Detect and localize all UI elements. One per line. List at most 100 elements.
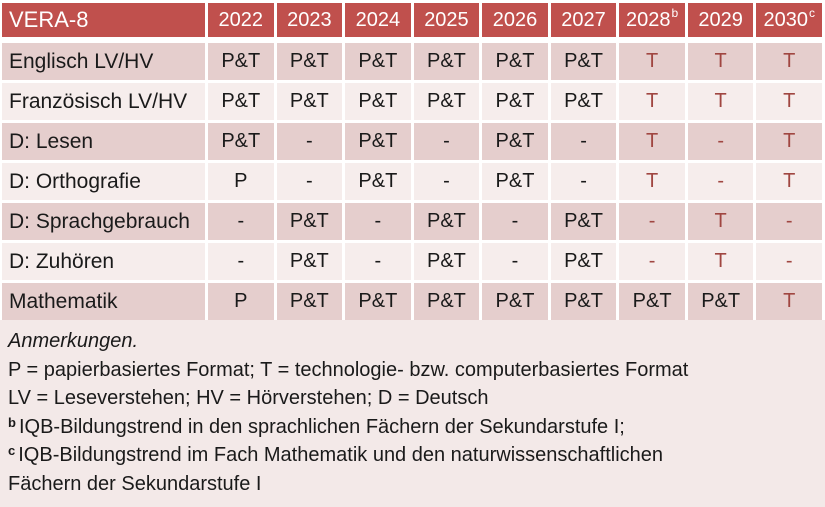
year-header-2026: 2026 bbox=[482, 3, 548, 37]
format-cell: P&T bbox=[276, 203, 343, 240]
format-cell: P&T bbox=[208, 123, 274, 160]
format-cell: P&T bbox=[413, 203, 480, 240]
year-label: 2027 bbox=[561, 8, 606, 31]
format-cell: - bbox=[482, 243, 548, 280]
format-cell: - bbox=[276, 123, 343, 160]
row-label: Englisch LV/HV bbox=[2, 43, 205, 80]
format-cell: - bbox=[687, 163, 754, 200]
format-cell: - bbox=[345, 203, 411, 240]
note-text: IQB-Bildungstrend im Fach Mathematik und… bbox=[18, 444, 663, 466]
year-header-2028: 2028 b bbox=[619, 3, 685, 37]
row-label: D: Lesen bbox=[2, 123, 205, 160]
year-label: 2023 bbox=[287, 8, 332, 31]
format-cell: P&T bbox=[345, 283, 411, 320]
year-label: 2029 bbox=[698, 8, 743, 31]
vera8-table: VERA-8 2022 2023 2024 2025 2026 2027 2028 b 2029… bbox=[2, 3, 822, 320]
year-label: 2025 bbox=[424, 8, 469, 31]
format-cell: - bbox=[276, 163, 343, 200]
format-cell: T bbox=[619, 123, 685, 160]
format-cell: - bbox=[550, 123, 617, 160]
format-cell: P bbox=[208, 283, 274, 320]
format-cell: P&T bbox=[208, 83, 274, 120]
format-cell: P&T bbox=[482, 123, 548, 160]
row-label: Mathematik bbox=[2, 283, 205, 320]
format-cell: P&T bbox=[550, 243, 617, 280]
notes-section: Anmerkungen. P = papierbasiertes Format; … bbox=[0, 320, 825, 507]
format-cell: P&T bbox=[345, 163, 411, 200]
format-cell: P&T bbox=[413, 243, 480, 280]
format-cell: T bbox=[756, 43, 822, 80]
year-header-2029: 2029 bbox=[687, 3, 754, 37]
format-cell: - bbox=[756, 243, 822, 280]
format-cell: P&T bbox=[482, 283, 548, 320]
format-cell: P bbox=[208, 163, 274, 200]
year-label: 2030 bbox=[763, 8, 808, 31]
format-cell: T bbox=[756, 123, 822, 160]
note-text: Fächern der Sekundarstufe I bbox=[8, 472, 262, 495]
format-cell: P&T bbox=[276, 283, 343, 320]
format-cell: T bbox=[756, 83, 822, 120]
note-text: IQB-Bildungstrend in den sprachlichen Fä… bbox=[18, 415, 625, 438]
note-line: Fächern der Sekundarstufe I bbox=[8, 470, 813, 499]
note-text: P = papierbasiertes Format; T = technolo… bbox=[8, 358, 689, 381]
format-cell: P&T bbox=[413, 43, 480, 80]
format-cell: P&T bbox=[482, 163, 548, 200]
format-cell: T bbox=[619, 83, 685, 120]
year-label: 2022 bbox=[218, 8, 264, 31]
format-cell: T bbox=[687, 203, 754, 240]
row-label: Französisch LV/HV bbox=[2, 83, 205, 120]
format-cell: P&T bbox=[276, 43, 343, 80]
year-header-2023: 2023 bbox=[276, 3, 343, 37]
table-title: VERA-8 bbox=[2, 3, 205, 37]
note-line: Anmerkungen. bbox=[8, 327, 813, 356]
year-label: 2026 bbox=[492, 8, 538, 31]
note-text: Anmerkungen. bbox=[8, 330, 139, 352]
format-cell: T bbox=[619, 43, 685, 80]
note-line: b IQB-Bildungstrend in den sprachlichen F… bbox=[8, 413, 813, 442]
format-cell: - bbox=[550, 163, 617, 200]
year-footnote-marker: b bbox=[671, 6, 679, 20]
format-cell: - bbox=[687, 123, 754, 160]
year-footnote-marker: c bbox=[808, 6, 815, 20]
note-line: P = papierbasiertes Format; T = technolo… bbox=[8, 356, 813, 385]
year-header-2027: 2027 bbox=[550, 3, 617, 37]
format-cell: P&T bbox=[345, 123, 411, 160]
format-cell: T bbox=[756, 283, 822, 320]
format-cell: T bbox=[687, 83, 754, 120]
year-header-2024: 2024 bbox=[345, 3, 411, 37]
format-cell: T bbox=[619, 163, 685, 200]
format-cell: P&T bbox=[619, 283, 685, 320]
format-cell: - bbox=[482, 203, 548, 240]
year-header-2022: 2022 bbox=[208, 3, 274, 37]
format-cell: P&T bbox=[345, 43, 411, 80]
format-cell: P&T bbox=[550, 203, 617, 240]
row-label: D: Zuhören bbox=[2, 243, 205, 280]
format-cell: P&T bbox=[482, 43, 548, 80]
format-cell: P&T bbox=[208, 43, 274, 80]
format-cell: P&T bbox=[413, 83, 480, 120]
format-cell: P&T bbox=[413, 283, 480, 320]
year-label: 2028 bbox=[626, 8, 671, 31]
row-label: D: Orthografie bbox=[2, 163, 205, 200]
format-cell: P&T bbox=[550, 43, 617, 80]
year-header-2030: 2030 c bbox=[756, 3, 822, 37]
note-line: c IQB-Bildungstrend im Fach Mathematik un… bbox=[8, 441, 813, 470]
format-cell: - bbox=[413, 123, 480, 160]
format-cell: - bbox=[756, 203, 822, 240]
note-text: LV = Leseverstehen; HV = Hörverstehen; D… bbox=[8, 387, 489, 409]
year-header-2025: 2025 bbox=[413, 3, 480, 37]
format-cell: P&T bbox=[276, 83, 343, 120]
format-cell: - bbox=[619, 243, 685, 280]
note-footnote-marker: c bbox=[8, 443, 16, 458]
note-line: LV = Leseverstehen; HV = Hörverstehen; D… bbox=[8, 384, 813, 413]
format-cell: P&T bbox=[345, 83, 411, 120]
format-cell: P&T bbox=[550, 283, 617, 320]
format-cell: T bbox=[756, 163, 822, 200]
format-cell: - bbox=[208, 243, 274, 280]
format-cell: P&T bbox=[482, 83, 548, 120]
format-cell: P&T bbox=[550, 83, 617, 120]
format-cell: T bbox=[687, 243, 754, 280]
format-cell: - bbox=[345, 243, 411, 280]
year-label: 2024 bbox=[355, 8, 401, 31]
format-cell: T bbox=[687, 43, 754, 80]
